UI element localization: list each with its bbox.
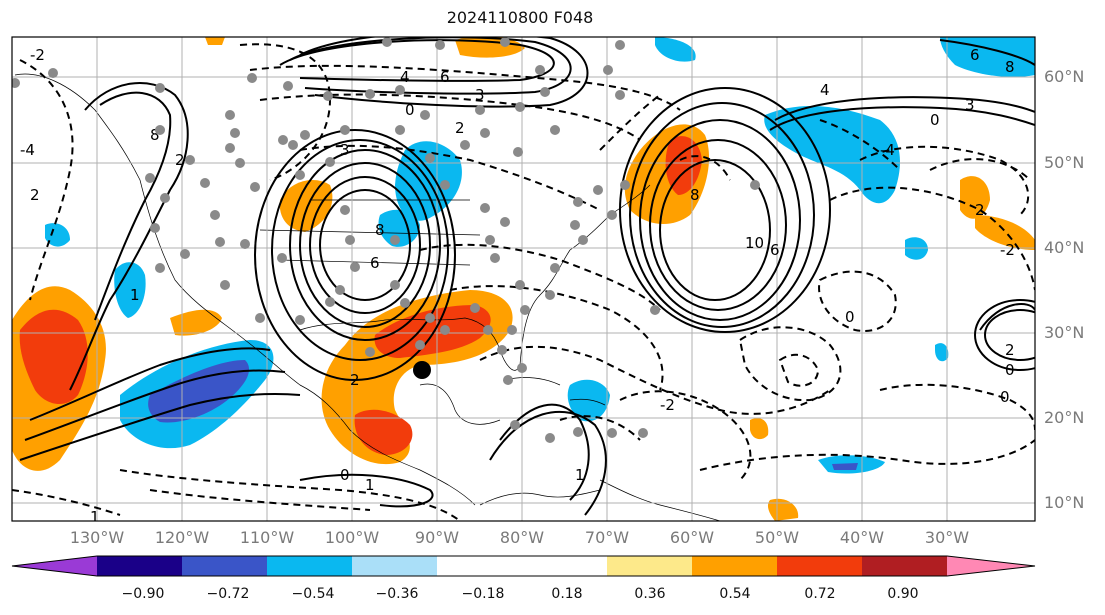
contour-label: 1 xyxy=(130,286,140,304)
contour-label: 8 xyxy=(375,221,385,239)
contour-label: -2 xyxy=(30,46,45,64)
lon-label: 30°W xyxy=(924,528,970,547)
lat-label: 40°N xyxy=(1044,238,1085,257)
contour-label: 1 xyxy=(575,466,585,484)
contour-label: 2 xyxy=(975,201,985,219)
contour-label: 6 xyxy=(440,68,450,86)
lat-label: 60°N xyxy=(1044,67,1085,86)
lon-label: 120°W xyxy=(154,528,210,547)
lon-label: 60°W xyxy=(669,528,715,547)
contour-label: -2 xyxy=(660,396,675,414)
contour-label: 3 xyxy=(340,141,350,159)
colorbar-swatch xyxy=(607,556,692,576)
lat-label: 20°N xyxy=(1044,408,1085,427)
contour-label: 8 xyxy=(1005,58,1015,76)
colorbar-swatch xyxy=(182,556,267,576)
contour-label: 6 xyxy=(770,241,780,259)
contour-label: -2 xyxy=(1000,241,1015,259)
contour-label: 6 xyxy=(970,46,980,64)
colorbar-swatch xyxy=(947,556,1035,576)
colorbar-tick-label: 0.36 xyxy=(634,586,666,602)
contour-label: 3 xyxy=(965,96,975,114)
contour-label: 0 xyxy=(405,101,415,119)
contour-label: -4 xyxy=(20,141,35,159)
lon-label: 130°W xyxy=(69,528,125,547)
contour-label: 2 xyxy=(455,119,465,137)
colorbar-swatch xyxy=(97,556,182,576)
contour-label: 10 xyxy=(745,234,764,252)
lon-label: 100°W xyxy=(324,528,380,547)
colorbar-tick-label: −0.18 xyxy=(461,586,505,602)
storm-center-marker xyxy=(413,361,431,379)
contour-label: -4 xyxy=(880,141,895,159)
colorbar-tick-label: −0.36 xyxy=(375,586,419,602)
colorbar-swatch xyxy=(862,556,947,576)
map-title: 2024110800 F048 xyxy=(446,8,594,27)
contour-label: 8 xyxy=(690,186,700,204)
lat-label: 30°N xyxy=(1044,323,1085,342)
contour-label: 1 xyxy=(90,508,100,526)
contour-label: 2 xyxy=(175,151,185,169)
colorbar-swatch xyxy=(522,556,607,576)
contour-label: 0 xyxy=(845,308,855,326)
lon-label: 110°W xyxy=(239,528,295,547)
contour-label: 2 xyxy=(30,186,40,204)
contour-label: 2 xyxy=(350,371,360,389)
lat-label: 50°N xyxy=(1044,153,1085,172)
colorbar-tick-label: −0.54 xyxy=(291,586,335,602)
colorbar-tick-label: 0.90 xyxy=(887,586,919,602)
colorbar-swatch xyxy=(437,556,522,576)
negative-contours xyxy=(12,43,1035,521)
colorbar xyxy=(11,555,1036,577)
colorbar-swatch xyxy=(352,556,437,576)
lon-label: 90°W xyxy=(414,528,460,547)
lat-label: 10°N xyxy=(1044,493,1085,512)
map-frame xyxy=(11,36,1036,522)
contour-label: 0 xyxy=(1000,388,1010,406)
contour-label: 8 xyxy=(150,126,160,144)
colorbar-swatch xyxy=(692,556,777,576)
colorbar-swatch xyxy=(12,556,97,576)
contour-label: 3 xyxy=(475,86,485,104)
colorbar-swatch xyxy=(777,556,862,576)
lon-label: 50°W xyxy=(754,528,800,547)
contour-label: 4 xyxy=(400,68,410,86)
station-markers xyxy=(12,37,760,443)
contour-label-layer: 4 6 0 3 2 3 8 6 10 4 -4 0 3 8 6 0 2 0 0 … xyxy=(20,46,1015,526)
contour-label: 0 xyxy=(340,466,350,484)
contour-label: 1 xyxy=(365,476,375,494)
colorbar-swatch xyxy=(267,556,352,576)
contour-label: 6 xyxy=(370,254,380,272)
colorbar-tick-label: 0.54 xyxy=(719,586,751,602)
contour-label: 0 xyxy=(930,111,940,129)
lon-label: 80°W xyxy=(499,528,545,547)
contour-label: 0 xyxy=(1005,361,1015,379)
contour-label: 4 xyxy=(820,81,830,99)
colorbar-tick-label: −0.72 xyxy=(206,586,250,602)
colorbar-tick-label: −0.90 xyxy=(121,586,165,602)
lon-label: 70°W xyxy=(584,528,630,547)
colorbar-tick-label: 0.18 xyxy=(551,586,583,602)
lon-label: 40°W xyxy=(839,528,885,547)
colorbar-tick-label: 0.72 xyxy=(804,586,836,602)
contour-label: 2 xyxy=(1005,341,1015,359)
